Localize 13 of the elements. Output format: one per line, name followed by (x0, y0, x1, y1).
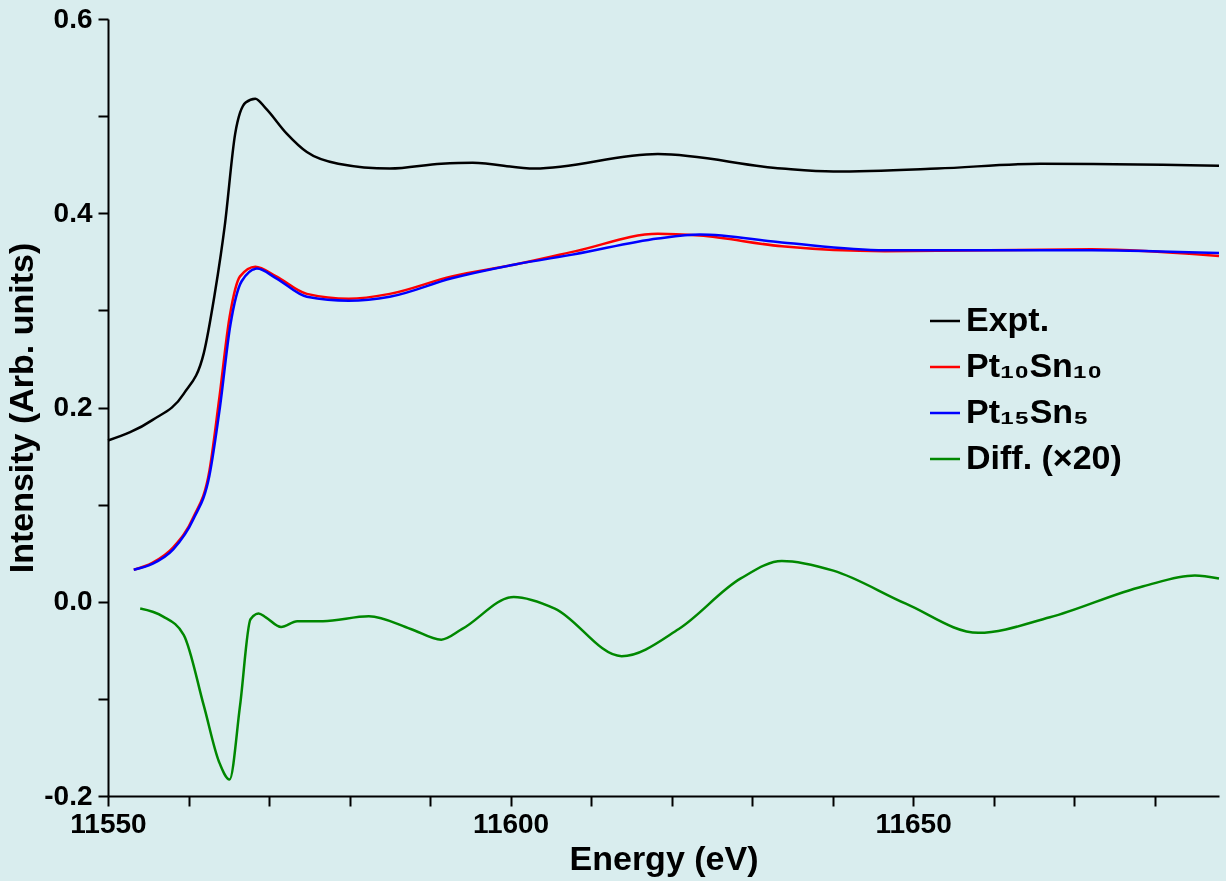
line-series (138, 559, 1221, 781)
x-axis-title: Energy (eV) (569, 838, 759, 877)
legend-label: Diff. (×20) (966, 438, 1122, 476)
legend-label: Pt₁₀Sn₁₀ (966, 346, 1103, 384)
legend-label: Expt. (966, 300, 1050, 338)
y-axis-title: Intensity (Arb. units) (2, 242, 41, 574)
y-tick-label: 0.2 (53, 391, 93, 422)
y-tick-label: 0.6 (53, 2, 93, 34)
x-tick-label: 11600 (472, 807, 550, 839)
y-tick-label: 0.0 (53, 585, 93, 617)
x-tick-label: 11650 (875, 807, 952, 839)
y-tick-label: 0.4 (53, 196, 93, 228)
legend-label: Pt₁₅Sn₅ (966, 392, 1089, 430)
